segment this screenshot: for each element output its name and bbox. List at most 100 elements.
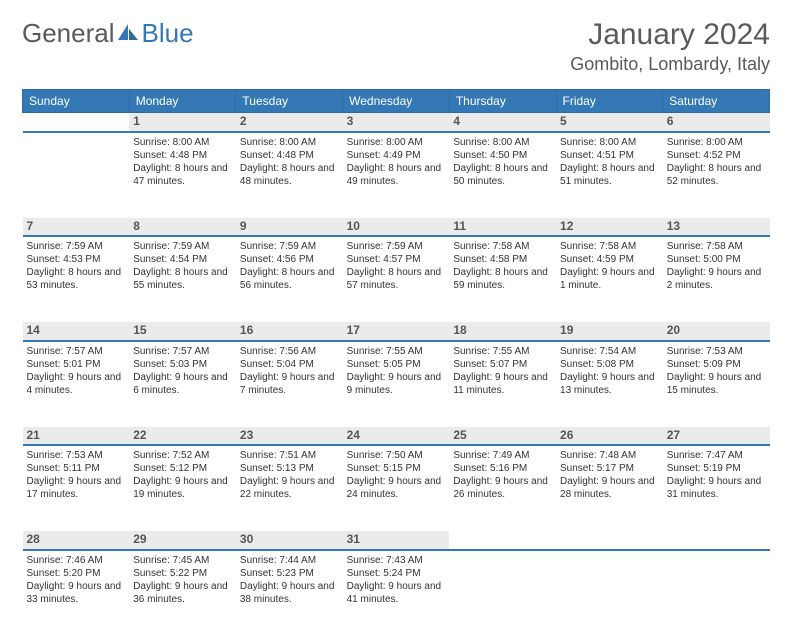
sunset-line: Sunset: 5:05 PM [347, 358, 446, 371]
sunset-line: Sunset: 4:51 PM [560, 149, 659, 162]
daylight-line: Daylight: 8 hours and 52 minutes. [667, 162, 766, 188]
sunrise-line: Sunrise: 7:45 AM [133, 554, 232, 567]
sunrise-line: Sunrise: 7:48 AM [560, 449, 659, 462]
sunset-line: Sunset: 5:22 PM [133, 567, 232, 580]
day-number: 27 [663, 427, 770, 446]
weekday-header: Monday [129, 90, 236, 113]
day-number: 31 [343, 531, 450, 550]
sunrise-line: Sunrise: 7:55 AM [453, 345, 552, 358]
sunset-line: Sunset: 4:50 PM [453, 149, 552, 162]
sunset-line: Sunset: 5:24 PM [347, 567, 446, 580]
sunset-line: Sunset: 4:48 PM [133, 149, 232, 162]
logo-text-blue: Blue [142, 18, 194, 49]
logo: General Blue [22, 18, 194, 49]
sunrise-line: Sunrise: 7:59 AM [240, 240, 339, 253]
sunrise-line: Sunrise: 7:58 AM [667, 240, 766, 253]
day-cell: Sunrise: 7:47 AMSunset: 5:19 PMDaylight:… [663, 445, 770, 531]
sunset-line: Sunset: 5:00 PM [667, 253, 766, 266]
sunrise-line: Sunrise: 7:58 AM [560, 240, 659, 253]
sunrise-line: Sunrise: 7:47 AM [667, 449, 766, 462]
day-cell: Sunrise: 7:54 AMSunset: 5:08 PMDaylight:… [556, 341, 663, 427]
sail-icon [116, 18, 140, 38]
sunrise-line: Sunrise: 7:53 AM [27, 449, 126, 462]
day-number: 29 [129, 531, 236, 550]
weekday-header: Thursday [449, 90, 556, 113]
calendar-body: 123456Sunrise: 8:00 AMSunset: 4:48 PMDay… [23, 113, 770, 636]
day-number: 19 [556, 322, 663, 341]
day-number: 26 [556, 427, 663, 446]
day-number: 23 [236, 427, 343, 446]
sunrise-line: Sunrise: 7:43 AM [347, 554, 446, 567]
daylight-line: Daylight: 9 hours and 6 minutes. [133, 371, 232, 397]
day-cell: Sunrise: 7:51 AMSunset: 5:13 PMDaylight:… [236, 445, 343, 531]
day-number: 25 [449, 427, 556, 446]
day-number: 21 [23, 427, 130, 446]
day-number: 12 [556, 218, 663, 237]
sunset-line: Sunset: 4:56 PM [240, 253, 339, 266]
sunrise-line: Sunrise: 8:00 AM [453, 136, 552, 149]
daylight-line: Daylight: 9 hours and 38 minutes. [240, 580, 339, 606]
day-cell: Sunrise: 8:00 AMSunset: 4:52 PMDaylight:… [663, 132, 770, 218]
weekday-header: Sunday [23, 90, 130, 113]
daylight-line: Daylight: 9 hours and 28 minutes. [560, 475, 659, 501]
day-cell: Sunrise: 7:56 AMSunset: 5:04 PMDaylight:… [236, 341, 343, 427]
day-number: 5 [556, 113, 663, 132]
calendar-head: SundayMondayTuesdayWednesdayThursdayFrid… [23, 90, 770, 113]
day-number: 17 [343, 322, 450, 341]
sunset-line: Sunset: 4:59 PM [560, 253, 659, 266]
day-number: 28 [23, 531, 130, 550]
content-row: Sunrise: 7:53 AMSunset: 5:11 PMDaylight:… [23, 445, 770, 531]
empty-day-number [556, 531, 663, 550]
day-cell: Sunrise: 8:00 AMSunset: 4:50 PMDaylight:… [449, 132, 556, 218]
sunset-line: Sunset: 5:15 PM [347, 462, 446, 475]
sunset-line: Sunset: 5:08 PM [560, 358, 659, 371]
day-cell: Sunrise: 7:45 AMSunset: 5:22 PMDaylight:… [129, 550, 236, 636]
sunset-line: Sunset: 4:49 PM [347, 149, 446, 162]
day-number: 20 [663, 322, 770, 341]
daylight-line: Daylight: 9 hours and 41 minutes. [347, 580, 446, 606]
day-cell: Sunrise: 8:00 AMSunset: 4:51 PMDaylight:… [556, 132, 663, 218]
title-block: January 2024 Gombito, Lombardy, Italy [570, 18, 770, 75]
sunset-line: Sunset: 4:57 PM [347, 253, 446, 266]
day-number: 2 [236, 113, 343, 132]
day-cell: Sunrise: 7:55 AMSunset: 5:05 PMDaylight:… [343, 341, 450, 427]
daylight-line: Daylight: 9 hours and 1 minute. [560, 266, 659, 292]
day-cell: Sunrise: 7:59 AMSunset: 4:54 PMDaylight:… [129, 236, 236, 322]
weekday-header: Wednesday [343, 90, 450, 113]
day-number: 11 [449, 218, 556, 237]
empty-day-number [663, 531, 770, 550]
sunset-line: Sunset: 5:12 PM [133, 462, 232, 475]
day-cell: Sunrise: 7:49 AMSunset: 5:16 PMDaylight:… [449, 445, 556, 531]
daylight-line: Daylight: 8 hours and 56 minutes. [240, 266, 339, 292]
daylight-line: Daylight: 8 hours and 59 minutes. [453, 266, 552, 292]
day-cell: Sunrise: 7:50 AMSunset: 5:15 PMDaylight:… [343, 445, 450, 531]
day-cell: Sunrise: 7:59 AMSunset: 4:57 PMDaylight:… [343, 236, 450, 322]
daynum-row: 78910111213 [23, 218, 770, 237]
day-cell: Sunrise: 7:55 AMSunset: 5:07 PMDaylight:… [449, 341, 556, 427]
sunset-line: Sunset: 5:19 PM [667, 462, 766, 475]
day-cell: Sunrise: 8:00 AMSunset: 4:48 PMDaylight:… [236, 132, 343, 218]
day-cell: Sunrise: 7:43 AMSunset: 5:24 PMDaylight:… [343, 550, 450, 636]
daylight-line: Daylight: 9 hours and 22 minutes. [240, 475, 339, 501]
daylight-line: Daylight: 9 hours and 13 minutes. [560, 371, 659, 397]
sunrise-line: Sunrise: 7:57 AM [27, 345, 126, 358]
location: Gombito, Lombardy, Italy [570, 54, 770, 75]
content-row: Sunrise: 8:00 AM Sunset: 4:48 PM Daylight:… [23, 132, 770, 218]
daylight-line: Daylight: 8 hours and 50 minutes. [453, 162, 552, 188]
empty-day-cell [663, 550, 770, 636]
daylight-line: Daylight: 9 hours and 24 minutes. [347, 475, 446, 501]
sunrise-line: Sunrise: 8:00 AM [240, 136, 339, 149]
sunset-line: Sunset: 5:07 PM [453, 358, 552, 371]
daylight-line: Daylight: 9 hours and 11 minutes. [453, 371, 552, 397]
daynum-row: 21222324252627 [23, 427, 770, 446]
day-number: 9 [236, 218, 343, 237]
sunset-line: Sunset: 5:13 PM [240, 462, 339, 475]
sunrise-line: Sunrise: 7:59 AM [133, 240, 232, 253]
sunrise-line: Sunrise: 7:54 AM [560, 345, 659, 358]
day-number: 3 [343, 113, 450, 132]
daylight-line: Daylight: 9 hours and 26 minutes. [453, 475, 552, 501]
day-number: 6 [663, 113, 770, 132]
weekday-header: Tuesday [236, 90, 343, 113]
day-cell: Sunrise: 8:00 AMSunset: 4:49 PMDaylight:… [343, 132, 450, 218]
day-number: 7 [23, 218, 130, 237]
